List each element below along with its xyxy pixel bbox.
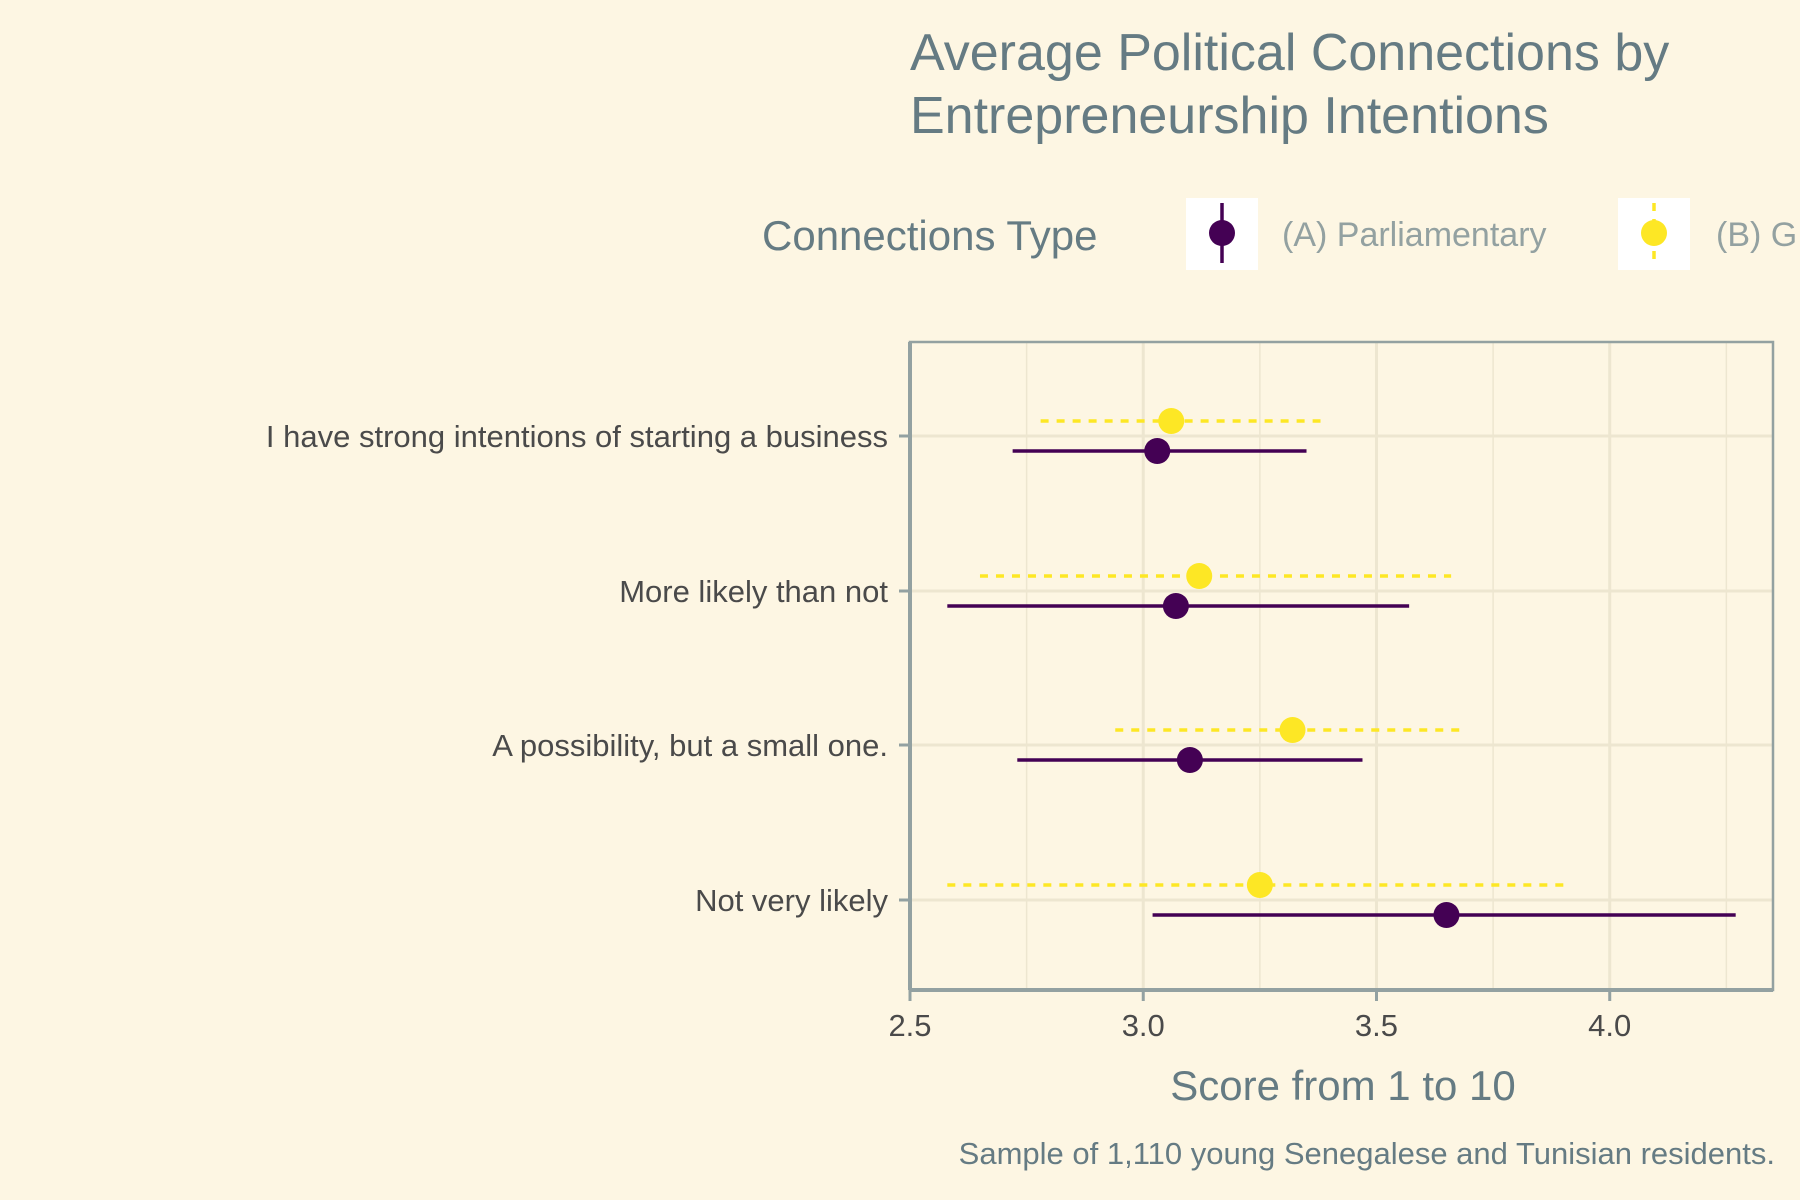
- axes: I have strong intentions of starting a b…: [266, 340, 1775, 1043]
- point-b-2: [1279, 717, 1306, 743]
- category-label-0: I have strong intentions of starting a b…: [266, 419, 888, 454]
- legend-label-a: (A) Parliamentary: [1282, 216, 1547, 254]
- panel-border: [908, 340, 1775, 992]
- data-marks: [947, 408, 1736, 928]
- category-label-1: More likely than not: [619, 574, 888, 609]
- legend-key-b-point: [1641, 220, 1667, 246]
- legend: Connections Type (A) Parliamentary (B) G: [762, 198, 1797, 270]
- point-b-0: [1158, 408, 1185, 434]
- chart-title-line-2: Entrepreneurship Intentions: [910, 87, 1549, 145]
- point-a-1: [1162, 593, 1189, 619]
- caption: Sample of 1,110 young Senegalese and Tun…: [959, 1136, 1775, 1171]
- legend-key-a-point: [1209, 220, 1235, 246]
- x-tick-label-1: 3.0: [1122, 1008, 1165, 1043]
- point-b-3: [1246, 872, 1273, 898]
- point-b-1: [1186, 563, 1213, 589]
- category-label-2: A possibility, but a small one.: [492, 728, 888, 763]
- point-a-3: [1433, 902, 1460, 928]
- point-a-2: [1176, 747, 1203, 773]
- legend-title: Connections Type: [762, 212, 1097, 259]
- grid: [908, 342, 1773, 990]
- legend-label-b: (B) G: [1716, 216, 1797, 254]
- category-label-3: Not very likely: [695, 883, 888, 918]
- chart-title: Average Political Connections by Entrepr…: [910, 24, 1669, 145]
- point-a-0: [1144, 438, 1171, 464]
- x-tick-label-3: 4.0: [1588, 1008, 1631, 1043]
- x-axis-title: Score from 1 to 10: [1170, 1062, 1516, 1109]
- x-tick-label-2: 3.5: [1355, 1008, 1398, 1043]
- chart-title-line-1: Average Political Connections by: [910, 24, 1669, 82]
- x-tick-label-0: 2.5: [888, 1008, 931, 1043]
